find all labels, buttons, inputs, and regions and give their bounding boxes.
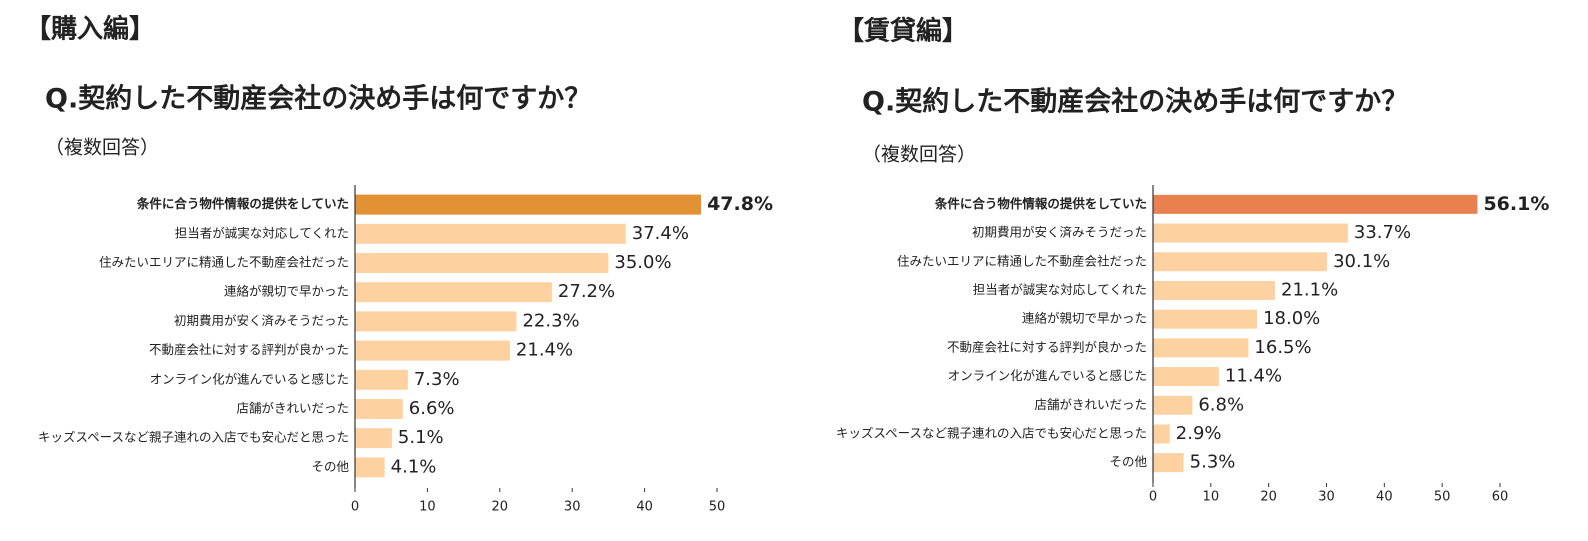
value-label: 27.2% xyxy=(558,281,615,302)
bar xyxy=(1153,194,1478,214)
x-tick-label: 40 xyxy=(636,500,653,515)
value-label: 35.0% xyxy=(614,252,671,273)
x-tick-label: 20 xyxy=(1260,490,1277,505)
x-tick-label: 0 xyxy=(351,500,359,515)
category-label: その他 xyxy=(311,459,349,474)
bar xyxy=(1153,252,1328,272)
category-label: その他 xyxy=(1109,454,1147,469)
value-label: 11.4% xyxy=(1225,366,1282,387)
value-label: 22.3% xyxy=(522,310,579,331)
bar xyxy=(1153,309,1258,329)
x-tick-label: 40 xyxy=(1376,490,1393,505)
bar xyxy=(1153,280,1276,300)
value-label: 5.3% xyxy=(1190,452,1236,473)
bar xyxy=(355,282,552,303)
chart-subtitle: （複数回答） xyxy=(45,137,159,159)
value-label: 21.1% xyxy=(1281,279,1338,300)
category-label: 担当者が誠実な対応してくれた xyxy=(175,225,349,240)
category-label: 住みたいエリアに精通した不動産会社だった xyxy=(99,255,349,270)
value-label: 5.1% xyxy=(398,427,444,448)
value-label: 37.4% xyxy=(632,223,689,244)
bar xyxy=(1153,338,1249,358)
value-label: 6.6% xyxy=(409,398,455,419)
value-label: 18.0% xyxy=(1263,308,1320,329)
x-tick-label: 30 xyxy=(564,500,581,515)
bar xyxy=(1153,424,1170,444)
category-label: 担当者が誠実な対応してくれた xyxy=(973,282,1147,297)
chart-title: Q.契約した不動産会社の決め手は何ですか？ xyxy=(862,86,1408,118)
bar xyxy=(1153,223,1348,243)
value-label: 4.1% xyxy=(391,456,437,477)
bar xyxy=(355,457,385,478)
category-label: 連絡が親切で早かった xyxy=(1022,311,1147,326)
section-title: 【賃貸編】 xyxy=(838,16,968,47)
value-label: 33.7% xyxy=(1354,222,1411,243)
category-label: 住みたいエリアに精通した不動産会社だった xyxy=(897,253,1147,268)
bar xyxy=(355,223,626,244)
x-tick-label: 30 xyxy=(1318,490,1335,505)
x-tick-label: 60 xyxy=(1492,490,1509,505)
category-label: 不動産会社に対する評判が良かった xyxy=(149,342,349,357)
category-label: キッズスペースなど親子連れの入店でも安心だと思った xyxy=(38,430,349,445)
section-title: 【購入編】 xyxy=(25,14,155,45)
bar xyxy=(1153,395,1193,415)
chart-title: Q.契約した不動産会社の決め手は何ですか？ xyxy=(45,83,591,115)
bar xyxy=(355,369,408,390)
value-label: 21.4% xyxy=(516,340,573,361)
value-label: 47.8% xyxy=(707,193,773,215)
value-label: 16.5% xyxy=(1254,337,1311,358)
bar xyxy=(355,428,392,449)
category-label: 条件に合う物件情報の提供をしていた xyxy=(136,196,349,211)
category-label: 店舗がきれいだった xyxy=(1034,397,1147,412)
category-label: オンライン化が進んでいると感じた xyxy=(948,368,1147,383)
bar xyxy=(1153,453,1184,473)
x-tick-label: 20 xyxy=(492,500,509,515)
category-label: 不動産会社に対する評判が良かった xyxy=(947,339,1147,354)
x-tick-label: 50 xyxy=(1434,490,1451,505)
bar xyxy=(355,194,702,215)
category-label: オンライン化が進んでいると感じた xyxy=(150,371,349,386)
value-label: 7.3% xyxy=(414,369,460,390)
category-label: 店舗がきれいだった xyxy=(236,401,349,416)
value-label: 6.8% xyxy=(1198,394,1244,415)
category-label: キッズスペースなど親子連れの入店でも安心だと思った xyxy=(836,425,1147,440)
x-tick-label: 50 xyxy=(709,500,726,515)
x-tick-label: 0 xyxy=(1149,490,1157,505)
bar xyxy=(1153,367,1219,387)
x-tick-label: 10 xyxy=(419,500,436,515)
category-label: 連絡が親切で早かった xyxy=(224,284,349,299)
bar xyxy=(355,311,517,332)
category-label: 初期費用が安く済みそうだった xyxy=(174,313,349,328)
category-label: 初期費用が安く済みそうだった xyxy=(972,225,1147,240)
x-tick-label: 10 xyxy=(1203,490,1220,505)
value-label: 56.1% xyxy=(1483,193,1549,215)
bar xyxy=(355,340,510,361)
value-label: 2.9% xyxy=(1176,423,1222,444)
bar xyxy=(355,399,403,419)
category-label: 条件に合う物件情報の提供をしていた xyxy=(934,196,1147,211)
chart-subtitle: （複数回答） xyxy=(862,144,976,166)
bar xyxy=(355,253,609,273)
value-label: 30.1% xyxy=(1333,251,1390,272)
